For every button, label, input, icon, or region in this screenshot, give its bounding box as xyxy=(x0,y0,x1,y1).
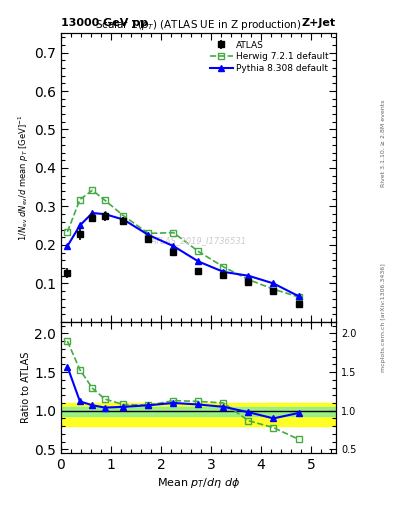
Title: Scalar $\Sigma(p_T)$ (ATLAS UE in Z production): Scalar $\Sigma(p_T)$ (ATLAS UE in Z prod… xyxy=(95,18,302,32)
Herwig 7.2.1 default xyxy=(121,212,126,219)
Pythia 8.308 default xyxy=(296,293,301,299)
Pythia 8.308 default xyxy=(171,243,176,249)
Pythia 8.308 default xyxy=(221,269,226,275)
Pythia 8.308 default xyxy=(103,211,107,217)
Herwig 7.2.1 default xyxy=(221,264,226,270)
Pythia 8.308 default xyxy=(271,281,276,287)
Legend: ATLAS, Herwig 7.2.1 default, Pythia 8.308 default: ATLAS, Herwig 7.2.1 default, Pythia 8.30… xyxy=(207,38,332,76)
Pythia 8.308 default xyxy=(121,217,126,223)
Y-axis label: Ratio to ATLAS: Ratio to ATLAS xyxy=(21,352,31,423)
Text: ATLAS_2019_I1736531: ATLAS_2019_I1736531 xyxy=(151,237,246,246)
Pythia 8.308 default xyxy=(246,273,251,279)
Pythia 8.308 default xyxy=(196,259,201,265)
Pythia 8.308 default xyxy=(65,243,70,249)
Line: Pythia 8.308 default: Pythia 8.308 default xyxy=(64,210,301,299)
Pythia 8.308 default xyxy=(90,210,95,216)
Text: Rivet 3.1.10, ≥ 2.8M events: Rivet 3.1.10, ≥ 2.8M events xyxy=(381,100,386,187)
Herwig 7.2.1 default xyxy=(196,248,201,254)
Text: mcplots.cern.ch [arXiv:1306.3436]: mcplots.cern.ch [arXiv:1306.3436] xyxy=(381,263,386,372)
Text: 13000 GeV pp: 13000 GeV pp xyxy=(61,18,148,28)
Bar xyxy=(61,407,336,416)
Text: Z+Jet: Z+Jet xyxy=(302,18,336,28)
Pythia 8.308 default xyxy=(146,232,151,238)
Herwig 7.2.1 default xyxy=(271,286,276,292)
Herwig 7.2.1 default xyxy=(103,197,107,203)
Bar xyxy=(61,403,336,426)
X-axis label: Mean $p_T/d\eta\ d\phi$: Mean $p_T/d\eta\ d\phi$ xyxy=(157,476,240,490)
Herwig 7.2.1 default xyxy=(65,229,70,235)
Herwig 7.2.1 default xyxy=(90,187,95,194)
Herwig 7.2.1 default xyxy=(146,230,151,237)
Herwig 7.2.1 default xyxy=(296,294,301,300)
Herwig 7.2.1 default xyxy=(171,229,176,236)
Herwig 7.2.1 default xyxy=(246,276,251,283)
Y-axis label: $1/N_\mathrm{ev}\ dN_\mathrm{ev}/d\ \mathrm{mean}\ p_T\ [\mathrm{GeV}]^{-1}$: $1/N_\mathrm{ev}\ dN_\mathrm{ev}/d\ \mat… xyxy=(17,114,31,241)
Line: Herwig 7.2.1 default: Herwig 7.2.1 default xyxy=(64,187,301,300)
Pythia 8.308 default xyxy=(77,222,82,228)
Herwig 7.2.1 default xyxy=(77,197,82,203)
